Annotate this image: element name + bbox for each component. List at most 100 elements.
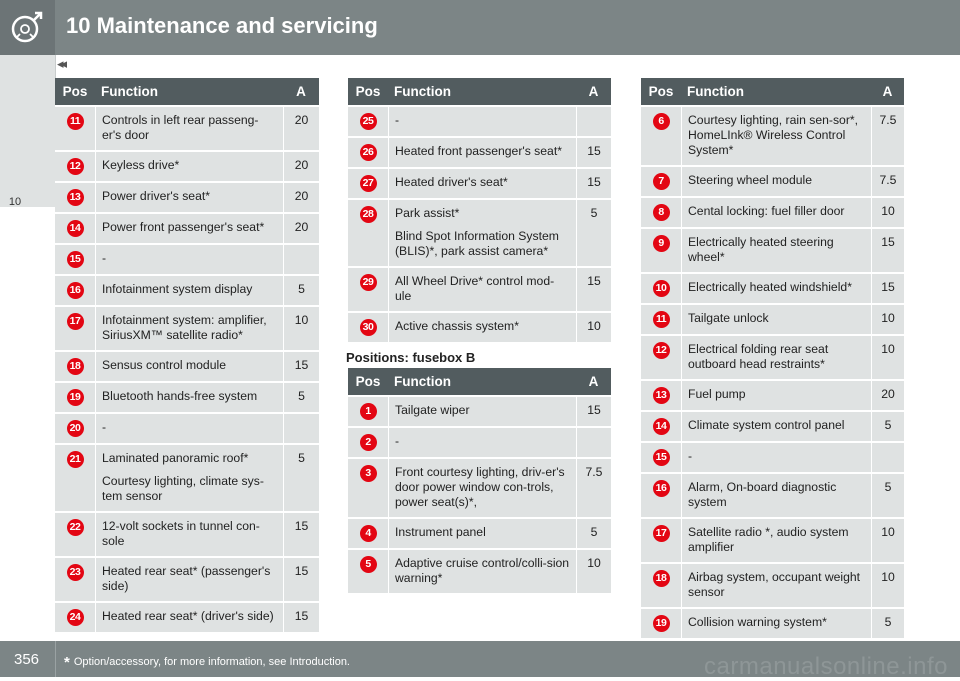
amperage-cell: 5	[576, 517, 611, 548]
function-cell: Front courtesy lighting, driv-er's door …	[388, 457, 576, 517]
amperage-cell: 15	[283, 511, 319, 556]
function-cell: Laminated panoramic roof* Courtesy lighti…	[95, 443, 283, 511]
function-text: Tailgate wiper	[395, 403, 470, 417]
function-cell: Sensus control module	[95, 350, 283, 381]
position-cell: 21	[55, 443, 95, 511]
function-cell: Satellite radio *, audio system amplifie…	[681, 517, 871, 562]
position-cell: 12	[641, 334, 681, 379]
amperage-cell: 15	[283, 350, 319, 381]
fuse-position-badge: 1	[359, 403, 377, 420]
table-row: 28 Park assist* Blind Spot Information Sys…	[348, 198, 611, 266]
chapter-sidebar: 10	[0, 55, 56, 208]
fuse-table-2: Pos Function A 25 - 26 Heated front passenger'…	[348, 78, 611, 342]
fuse-position-badge: 4	[359, 525, 377, 542]
function-cell: Park assist* Blind Spot Information Syste…	[388, 198, 576, 266]
amperage-cell	[576, 105, 611, 136]
position-cell: 23	[55, 556, 95, 601]
amperage-cell: 15	[576, 266, 611, 311]
function-text: -	[102, 420, 107, 434]
function-text: Infotainment system: amplifier, SiriusXM…	[102, 313, 267, 342]
position-cell: 28	[348, 198, 388, 266]
position-cell: 30	[348, 311, 388, 342]
function-cell: Infotainment system: amplifier, SiriusXM…	[95, 305, 283, 350]
column-header-function: Function	[388, 78, 576, 105]
amperage-cell: 15	[283, 601, 319, 632]
previous-page-arrows-icon[interactable]: ◂◂	[57, 56, 67, 71]
fuse-position-badge: 26	[359, 144, 377, 161]
function-cell: Electrical folding rear seat outboard he…	[681, 334, 871, 379]
fuse-position-badge: 2	[359, 434, 377, 451]
amperage-cell: 10	[283, 305, 319, 350]
function-cell: Alarm, On-board diagnostic system	[681, 472, 871, 517]
function-text: Infotainment system display	[102, 282, 253, 296]
position-cell: 9	[641, 227, 681, 272]
function-text: Active chassis system*	[395, 319, 519, 333]
footer-divider	[55, 641, 56, 677]
column-header-pos: Pos	[55, 78, 95, 105]
function-cell: Power front passenger's seat*	[95, 212, 283, 243]
volvo-iron-mark-icon	[11, 11, 43, 43]
table-row: 18 Airbag system, occupant weight sensor 1…	[641, 562, 904, 607]
amperage-cell: 7.5	[871, 165, 904, 196]
fuse-position-badge: 11	[652, 311, 670, 328]
table-row: 22 12-volt sockets in tunnel con-sole 15	[55, 511, 319, 556]
function-cell: Bluetooth hands-free system	[95, 381, 283, 412]
table-row: 25 -	[348, 105, 611, 136]
function-cell: Tailgate unlock	[681, 303, 871, 334]
position-cell: 17	[55, 305, 95, 350]
chapter-title: 10 Maintenance and servicing	[66, 13, 378, 38]
position-cell: 2	[348, 426, 388, 457]
position-cell: 12	[55, 150, 95, 181]
function-text: Park assist*	[395, 206, 460, 220]
function-cell: Steering wheel module	[681, 165, 871, 196]
table-row: 14 Power front passenger's seat* 20	[55, 212, 319, 243]
position-cell: 11	[55, 105, 95, 150]
column-header-pos: Pos	[641, 78, 681, 105]
fuse-position-badge: 12	[66, 158, 84, 175]
table-row: 19 Bluetooth hands-free system 5	[55, 381, 319, 412]
function-cell: Infotainment system display	[95, 274, 283, 305]
position-cell: 4	[348, 517, 388, 548]
position-cell: 13	[55, 181, 95, 212]
fuse-position-badge: 29	[359, 274, 377, 291]
amperage-cell: 5	[871, 472, 904, 517]
table-row: 17 Satellite radio *, audio system amplif…	[641, 517, 904, 562]
fuse-position-badge: 25	[359, 113, 377, 130]
function-text: Cental locking: fuel filler door	[688, 204, 845, 218]
function-cell: Cental locking: fuel filler door	[681, 196, 871, 227]
fuse-position-badge: 11	[66, 113, 84, 130]
position-cell: 19	[641, 607, 681, 638]
function-text: Heated rear seat* (passenger's side)	[102, 564, 271, 593]
footer-bar: 356 * Option/accessory, for more informat…	[0, 641, 960, 680]
fuse-position-badge: 14	[66, 220, 84, 237]
position-cell: 5	[348, 548, 388, 593]
function-text: Heated rear seat* (driver's side)	[102, 609, 274, 623]
function-cell: Active chassis system*	[388, 311, 576, 342]
function-cell: -	[681, 441, 871, 472]
table-row: 10 Electrically heated windshield* 15	[641, 272, 904, 303]
amperage-cell: 10	[576, 548, 611, 593]
amperage-cell: 10	[871, 303, 904, 334]
table-row: 26 Heated front passenger's seat* 15	[348, 136, 611, 167]
table-row: 11 Tailgate unlock 10	[641, 303, 904, 334]
fuse-position-badge: 7	[652, 173, 670, 190]
fuse-table-1: Pos Function A 11 Controls in left rear pass…	[55, 78, 319, 632]
function-text: Electrical folding rear seat outboard he…	[688, 342, 829, 371]
position-cell: 14	[641, 410, 681, 441]
function-cell: Adaptive cruise control/colli-sion warni…	[388, 548, 576, 593]
amperage-cell: 20	[283, 181, 319, 212]
position-cell: 18	[55, 350, 95, 381]
amperage-cell: 7.5	[871, 105, 904, 165]
amperage-cell	[283, 412, 319, 443]
table-row: 30 Active chassis system* 10	[348, 311, 611, 342]
function-cell: 12-volt sockets in tunnel con-sole	[95, 511, 283, 556]
table-row: 2-	[348, 426, 611, 457]
table-row: 29 All Wheel Drive* control mod-ule 15	[348, 266, 611, 311]
fuse-position-badge: 18	[652, 570, 670, 587]
function-text: Collision warning system*	[688, 615, 827, 629]
table-row: 8 Cental locking: fuel filler door 10	[641, 196, 904, 227]
amperage-cell: 7.5	[576, 457, 611, 517]
fuse-position-badge: 24	[66, 609, 84, 626]
amperage-cell	[283, 243, 319, 274]
fuse-position-badge: 15	[66, 251, 84, 268]
